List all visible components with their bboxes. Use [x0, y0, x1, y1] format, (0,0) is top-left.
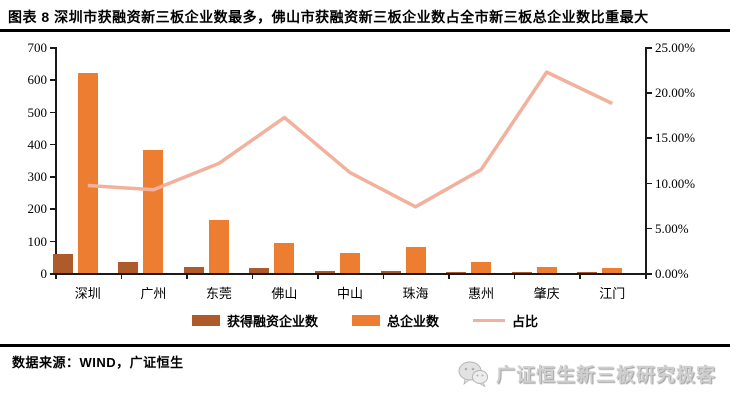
- x-axis-tick: [382, 275, 385, 279]
- x-axis-tick: [186, 275, 188, 279]
- bar-获得融资企业数-广州: [118, 261, 139, 273]
- y-axis-left-tick: [50, 79, 55, 81]
- bar-总企业数-东莞: [208, 219, 229, 273]
- watermark-label: 广证恒生新三板研究极客: [495, 365, 716, 386]
- legend-line-swatch: [473, 318, 505, 322]
- bar-总企业数-江门: [602, 267, 623, 273]
- bar-获得融资企业数-江门: [577, 272, 598, 273]
- bar-总企业数-佛山: [274, 242, 295, 273]
- legend-label: 占比: [512, 313, 539, 329]
- x-axis: [55, 273, 647, 275]
- x-axis-tick: [448, 275, 450, 279]
- y-axis-left-label: 600: [27, 72, 48, 88]
- bar-总企业数-广州: [143, 150, 164, 273]
- x-axis-tick: [120, 275, 123, 279]
- y-axis-right-label: 0.00%: [655, 266, 689, 281]
- y-axis-right: [645, 47, 647, 273]
- x-axis-label: 江门: [599, 286, 626, 301]
- y-axis-right-label: 25.00%: [655, 40, 696, 55]
- x-axis-tick: [513, 275, 516, 279]
- y-axis-right-label: 15.00%: [655, 130, 696, 146]
- bar-总企业数-惠州: [471, 261, 492, 273]
- y-axis-right-tick: [647, 92, 652, 94]
- x-axis-label: 惠州: [468, 286, 495, 301]
- y-axis-right-tick: [647, 227, 652, 230]
- y-axis-left-tick: [50, 240, 55, 243]
- ratio-line-series: [87, 70, 613, 209]
- figure-title: 图表 8 深圳市获融资新三板企业数最多，佛山市获融资新三板企业数占全市新三板总企…: [8, 9, 649, 25]
- title-divider: [0, 29, 730, 32]
- bar-总企业数-中山: [340, 252, 360, 273]
- y-axis-left-tick: [50, 47, 55, 49]
- bar-获得融资企业数-佛山: [249, 267, 270, 273]
- y-axis-left: [55, 47, 57, 273]
- bar-总企业数-肇庆: [536, 267, 557, 273]
- chart-legend: 获得融资企业数 总企业数 占比: [0, 308, 730, 332]
- legend-label: 获得融资企业数: [226, 313, 318, 329]
- y-axis-left-tick: [50, 111, 55, 114]
- x-axis-label: 肇庆: [533, 286, 560, 301]
- bar-获得融资企业数-深圳: [52, 253, 73, 273]
- y-axis-left-label: 100: [27, 233, 48, 249]
- x-axis-tick: [645, 275, 647, 279]
- legend-bar-swatch: [191, 314, 220, 326]
- bar-获得融资企业数-东莞: [183, 266, 204, 273]
- x-axis-label: 东莞: [205, 286, 232, 301]
- legend-label: 总企业数: [386, 313, 439, 329]
- x-axis-label: 珠海: [402, 286, 429, 301]
- legend-item-占比: 占比: [473, 311, 538, 330]
- ratio-line: [87, 70, 613, 209]
- bar-获得融资企业数-惠州: [446, 271, 467, 273]
- legend-bar-swatch: [351, 314, 380, 326]
- bar-总企业数-深圳: [77, 72, 98, 273]
- y-axis-right-label: 5.00%: [655, 220, 689, 236]
- bar-获得融资企业数-珠海: [380, 271, 401, 273]
- y-axis-left-tick: [50, 176, 55, 178]
- y-axis-left-label: 200: [27, 201, 48, 217]
- x-axis-tick: [55, 275, 57, 279]
- y-axis-left-label: 300: [27, 169, 48, 185]
- y-axis-left-label: 0: [40, 266, 48, 281]
- x-axis-label: 深圳: [74, 286, 101, 301]
- bar-获得融资企业数-中山: [315, 270, 335, 273]
- wechat-icon: [458, 361, 488, 387]
- bar-总企业数-珠海: [405, 246, 426, 273]
- x-axis-label: 中山: [336, 286, 363, 301]
- y-axis-left-label: 500: [27, 104, 48, 120]
- bar-获得融资企业数-肇庆: [511, 271, 532, 273]
- x-axis-tick: [317, 275, 319, 279]
- y-axis-right-label: 20.00%: [655, 85, 696, 101]
- y-axis-left-tick: [50, 273, 55, 275]
- watermark: 广证恒生新三板研究极客: [458, 360, 716, 387]
- legend-item-总企业数: 总企业数: [351, 311, 439, 330]
- legend-item-获得融资企业数: 获得融资企业数: [191, 311, 318, 330]
- chart-area: 0 100 200 300 400 500 600 700 0.00% 5.00% 10.00% 15…: [0, 34, 730, 302]
- data-source: 数据来源：WIND，广证恒生: [12, 355, 184, 370]
- x-axis-label: 佛山: [271, 286, 298, 301]
- y-axis-right-label: 10.00%: [655, 175, 696, 191]
- y-axis-right-tick: [647, 182, 652, 185]
- y-axis-right-tick: [647, 47, 652, 49]
- y-axis-left-label: 700: [27, 40, 48, 55]
- y-axis-left-tick: [50, 143, 55, 146]
- y-axis-left-tick: [50, 208, 55, 210]
- x-axis-tick: [579, 275, 581, 279]
- x-axis-tick: [251, 275, 254, 279]
- footer-divider: [0, 344, 730, 347]
- y-axis-left-label: 400: [27, 136, 48, 152]
- x-axis-label: 广州: [140, 286, 167, 301]
- y-axis-right-tick: [647, 137, 652, 139]
- y-axis-right-tick: [647, 273, 652, 275]
